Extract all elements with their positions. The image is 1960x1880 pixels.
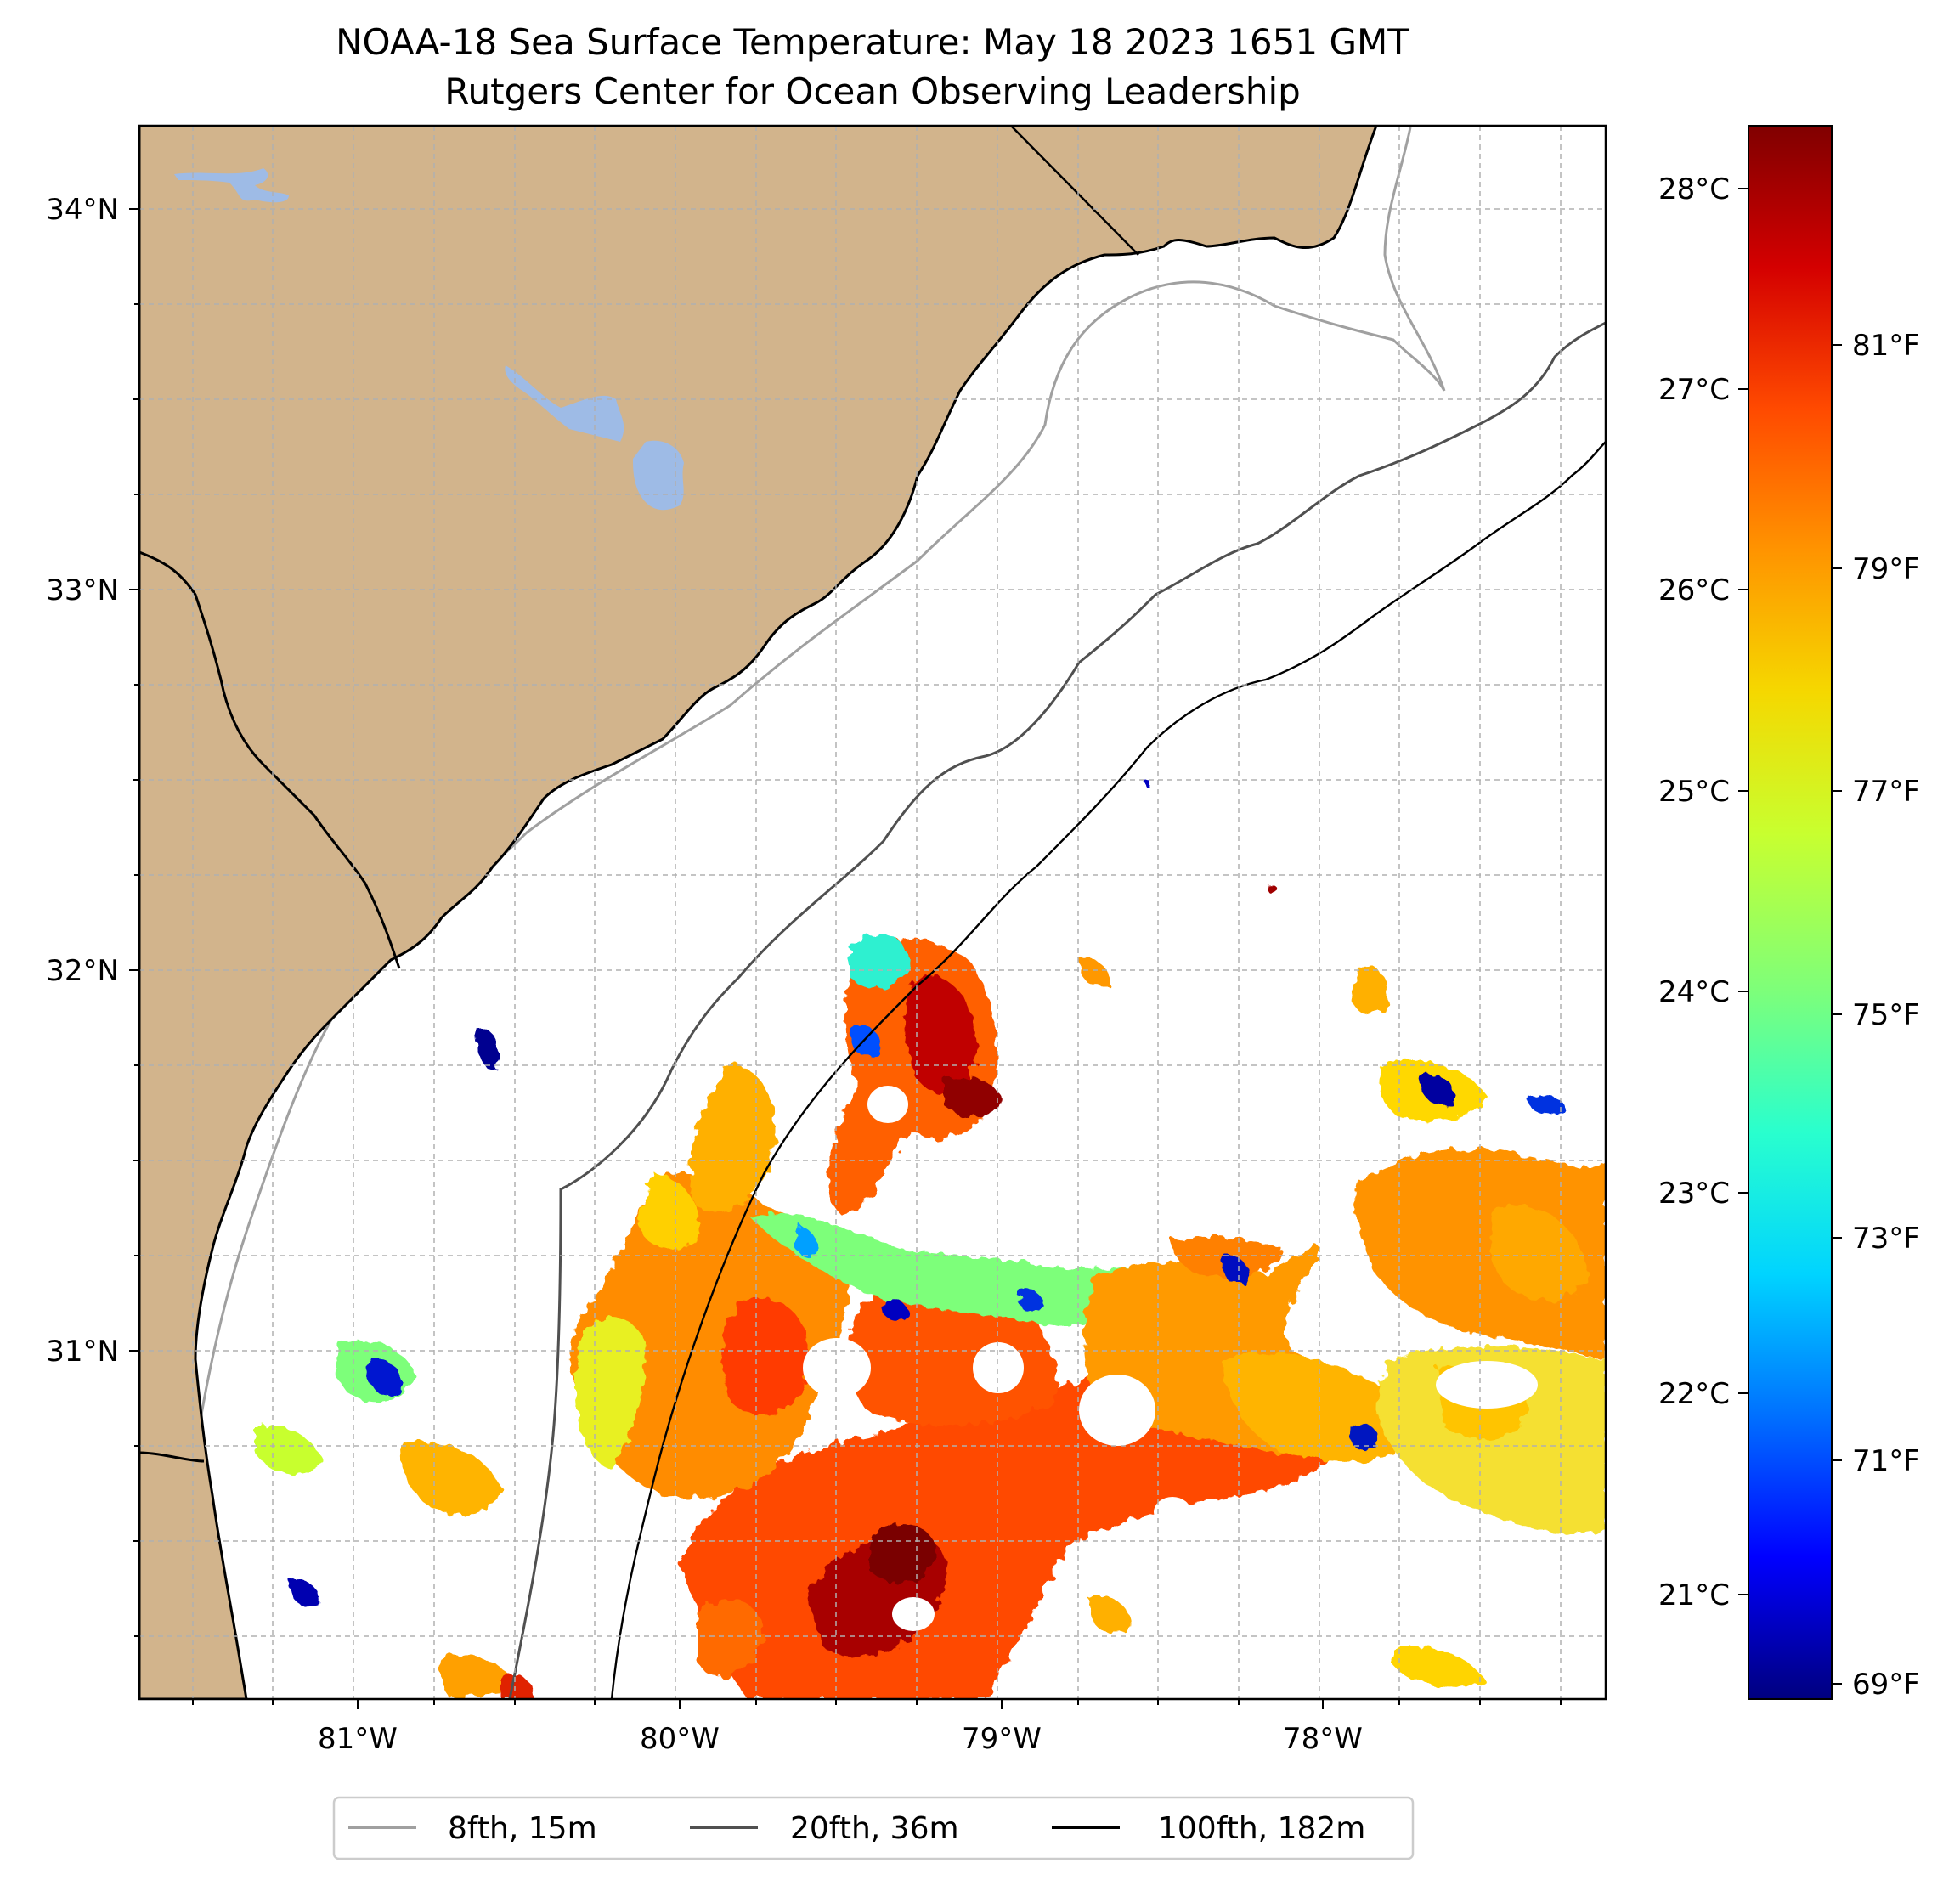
state-border-ga-fl [139,1451,205,1463]
sst-patch [697,1600,765,1678]
colorbar-celsius-label: 23°C [1658,1177,1730,1211]
cloud-gap [1154,1497,1191,1527]
legend-label-20fth: 20fth, 36m [790,1811,959,1846]
legend: 8fth, 15m 20fth, 36m 100fth, 182m [332,1796,1415,1860]
sst-patch [501,1673,535,1699]
lon-label: 78°W [1283,1722,1363,1756]
sst-patch [575,1317,646,1470]
sst-patch [570,1172,850,1499]
sst-patch [867,1523,936,1584]
lon-label: 81°W [318,1722,398,1756]
cloud-gap [803,1338,871,1397]
colorbar-fahrenheit-label: 75°F [1852,998,1920,1032]
lat-label: 31°N [46,1335,119,1369]
sst-patch [748,1213,1172,1325]
sst-patch [1528,1095,1566,1115]
lon-label: 80°W [640,1722,720,1756]
state-border-sc-nc [1010,126,1139,256]
sst-patch [905,975,977,1093]
sst-patch [637,1172,699,1250]
sst-patch [1419,1074,1455,1106]
map-area [139,126,1606,1699]
colorbar-fahrenheit-label: 77°F [1852,775,1920,809]
sst-patch [1079,959,1110,987]
sst-patch [1087,1595,1132,1634]
colorbar-celsius-ticks [1738,188,1842,1685]
sst-patch [721,1298,809,1416]
sst-patch [1351,966,1387,1014]
sst-patch [289,1579,319,1607]
sst-data-layer [255,781,1606,1699]
sst-patch [476,1027,499,1071]
sst-patch [794,1223,818,1257]
contour-8fth [168,127,1446,1699]
sst-patch [1393,1646,1487,1686]
map-title-line2: Rutgers Center for Ocean Observing Leade… [444,71,1301,112]
cloud-gap [867,1086,908,1123]
lon-label: 79°W [962,1722,1042,1756]
lat-label: 33°N [46,573,119,607]
cloud-gap [973,1342,1024,1393]
contour-20fth [508,321,1606,1699]
map-title-line1: NOAA-18 Sea Surface Temperature: May 18 … [336,21,1409,63]
sst-patch [1222,1256,1248,1284]
legend-label-8fth: 8fth, 15m [448,1811,597,1846]
cloud-gap [892,1597,935,1631]
gridlines [139,126,1606,1699]
sst-patch [850,934,909,989]
colorbar-fahrenheit-label: 71°F [1852,1444,1920,1478]
contour-100fth [610,441,1606,1699]
colorbar-celsius-label: 28°C [1658,172,1730,206]
sst-patch [943,1076,1003,1117]
state-border-sc-ga [139,550,401,969]
colorbar-celsius-label: 24°C [1658,975,1730,1009]
colorbar-fahrenheit-label: 79°F [1852,552,1920,586]
legend-label-100fth: 100fth, 182m [1158,1811,1365,1846]
cloud-gap [1079,1375,1155,1446]
colorbar-celsius-label: 21°C [1658,1578,1730,1612]
map-frame [138,124,1607,1701]
colorbar-fahrenheit-label: 69°F [1852,1668,1920,1702]
sst-patch [1376,1346,1606,1534]
colorbar-celsius-label: 26°C [1658,573,1730,607]
sst-patch [365,1358,402,1397]
colorbar-celsius-label: 22°C [1658,1377,1730,1411]
lat-label: 34°N [46,193,119,227]
lake-north [174,168,289,203]
sst-patch [1018,1290,1044,1313]
lake-moultrie [633,440,684,511]
sst-patch [1489,1205,1589,1301]
legend-box [332,1796,1415,1860]
sst-patch [1350,1424,1379,1452]
axis-ticks [129,208,1562,1709]
colorbar-celsius-label: 27°C [1658,373,1730,407]
lake-marion [505,365,624,442]
colorbar-fahrenheit-label: 73°F [1852,1222,1920,1256]
colorbar [1748,125,1833,1700]
sst-patch [690,1062,776,1213]
sst-patch [399,1442,501,1516]
sst-patch [1356,1148,1606,1359]
sst-patch [255,1425,323,1473]
colorbar-celsius-label: 25°C [1658,775,1730,809]
sst-patch [882,1299,908,1322]
lat-label: 32°N [46,954,119,988]
cloud-gap [1436,1361,1538,1409]
sst-patch [440,1654,518,1699]
cloud-gaps [803,1086,1538,1631]
sst-patch [1265,883,1276,893]
sst-patch [1145,781,1152,788]
colorbar-fahrenheit-label: 81°F [1852,329,1920,363]
